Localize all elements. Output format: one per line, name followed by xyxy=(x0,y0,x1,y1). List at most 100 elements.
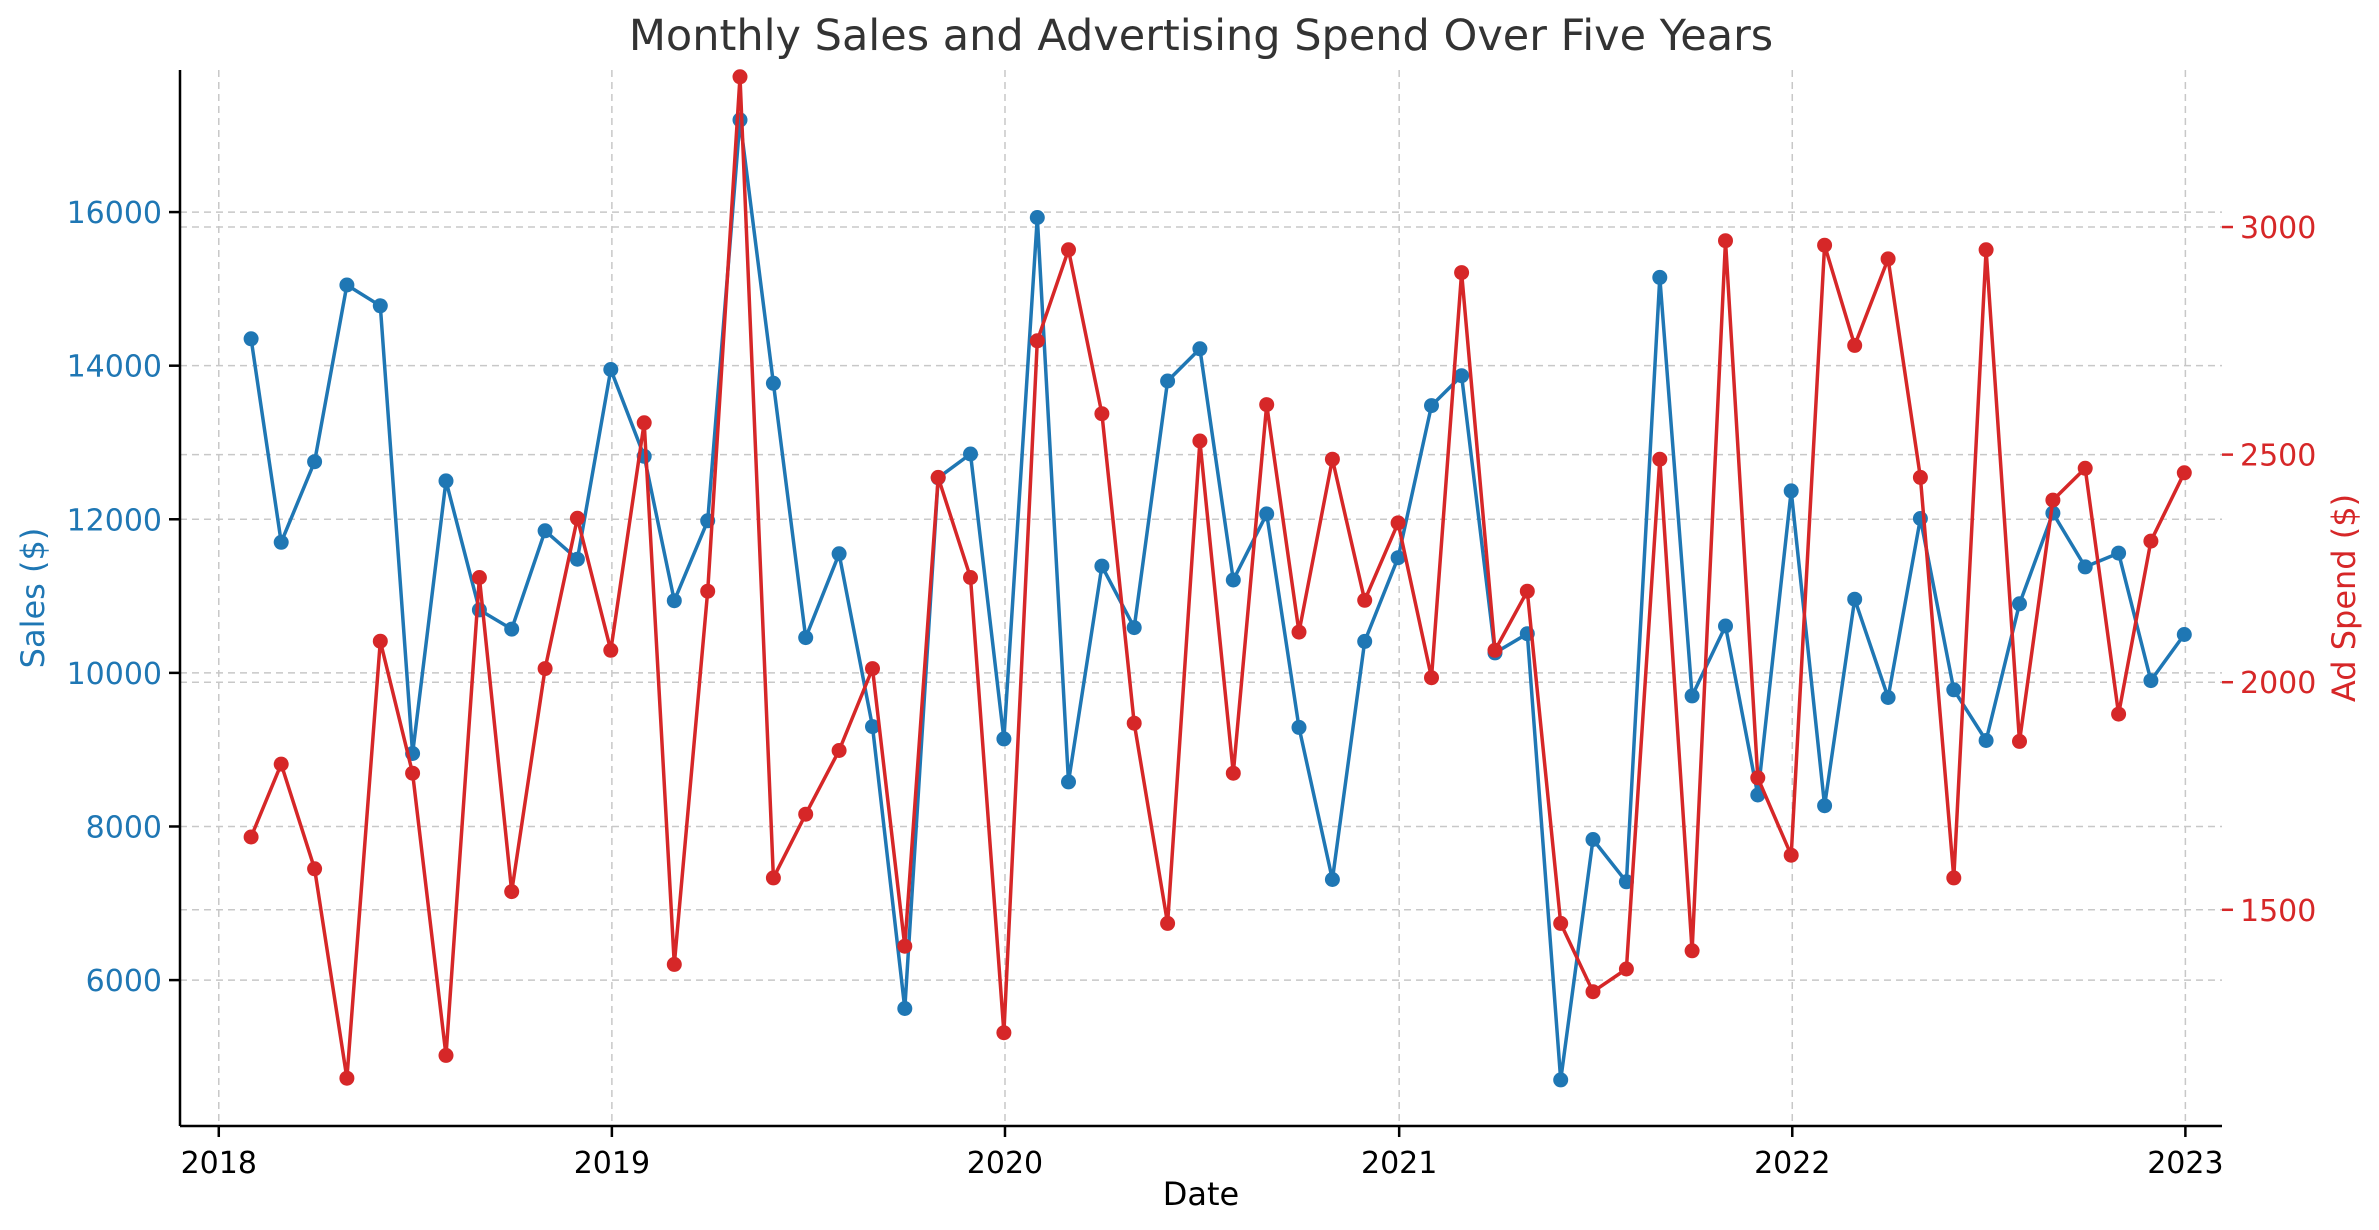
sales-point-2018-02-28 xyxy=(273,534,289,550)
sales-point-2021-05-31 xyxy=(1553,1072,1569,1088)
sales-point-2021-12-31 xyxy=(1783,483,1799,499)
ad-spend-point-2019-05-31 xyxy=(765,870,781,886)
ad-spend-point-2021-05-31 xyxy=(1553,915,1569,931)
ad-spend-point-2018-05-31 xyxy=(372,633,388,649)
ad-spend-point-2022-10-31 xyxy=(2111,706,2127,722)
ad-spend-point-2019-11-30 xyxy=(963,570,978,585)
sales-point-2022-01-31 xyxy=(1817,798,1833,814)
ad-spend-series-line xyxy=(249,75,2186,1080)
x-tick-label-2020: 2020 xyxy=(967,1146,1043,1181)
chart-title: Monthly Sales and Advertising Spend Over… xyxy=(629,11,1773,61)
sales-point-2020-07-31 xyxy=(1225,572,1241,588)
series-lines xyxy=(243,69,2192,1088)
y-right-tick-label-3000: 3000 xyxy=(2240,211,2316,246)
sales-point-2018-09-30 xyxy=(504,621,520,637)
sales-point-2018-10-31 xyxy=(537,523,553,539)
ad-spend-point-2019-01-31 xyxy=(636,415,652,431)
ad-spend-point-2020-04-30 xyxy=(1126,715,1142,731)
sales-point-2022-11-30 xyxy=(2143,673,2159,689)
sales-point-2018-12-31 xyxy=(603,362,619,377)
ad-spend-point-2021-03-31 xyxy=(1487,642,1503,658)
sales-point-2022-02-28 xyxy=(1847,591,1863,607)
x-tick-label-2019: 2019 xyxy=(574,1146,650,1181)
ad-spend-point-2020-10-31 xyxy=(1324,451,1340,467)
sales-point-2020-04-30 xyxy=(1126,620,1142,636)
ad-spend-point-2020-08-31 xyxy=(1259,397,1275,413)
sales-point-2020-02-29 xyxy=(1061,774,1076,790)
ad-spend-point-2020-02-29 xyxy=(1061,242,1076,258)
sales-point-2020-08-31 xyxy=(1259,506,1275,522)
sales-point-2022-06-30 xyxy=(1978,733,1994,748)
y-right-tick-label-2500: 2500 xyxy=(2240,439,2316,474)
ad-spend-point-2019-03-31 xyxy=(700,583,716,599)
sales-point-2020-12-31 xyxy=(1390,550,1406,566)
sales-point-2020-09-30 xyxy=(1291,719,1307,735)
ad-spend-point-2022-09-30 xyxy=(2077,460,2093,476)
sales-point-2021-02-28 xyxy=(1454,368,1470,384)
sales-point-2021-06-30 xyxy=(1585,832,1601,847)
sales-point-2020-10-31 xyxy=(1324,872,1340,887)
right-axis-label: Ad Spend ($) xyxy=(2325,494,2363,702)
sales-point-2018-04-30 xyxy=(339,277,355,293)
ad-spend-point-2020-07-31 xyxy=(1225,765,1241,781)
sales-point-2018-07-31 xyxy=(438,473,454,489)
ad-spend-point-2019-02-28 xyxy=(666,956,682,972)
ad-spend-point-2018-02-28 xyxy=(273,756,289,772)
ad-spend-point-2018-03-31 xyxy=(307,861,323,877)
ad-spend-point-2019-06-30 xyxy=(798,806,814,822)
ad-spend-point-2022-11-30 xyxy=(2143,533,2159,549)
ad-spend-point-2022-03-31 xyxy=(1880,251,1896,267)
ad-spend-point-2022-06-30 xyxy=(1978,242,1994,258)
x-tick-label-2021: 2021 xyxy=(1361,1146,1437,1181)
y-left-tick-label-12000: 12000 xyxy=(67,503,162,538)
ad-spend-point-2020-12-31 xyxy=(1390,515,1406,531)
y-left-tick-label-14000: 14000 xyxy=(67,350,162,385)
sales-point-2022-09-30 xyxy=(2077,559,2093,575)
x-tick-label-2023: 2023 xyxy=(2147,1146,2223,1181)
sales-point-2021-01-31 xyxy=(1424,398,1439,414)
ad-spend-point-2019-07-31 xyxy=(831,743,847,758)
sales-point-2020-06-30 xyxy=(1192,341,1208,357)
ad-spend-point-2018-12-31 xyxy=(603,642,619,658)
sales-point-2020-01-31 xyxy=(1029,210,1045,225)
ad-spend-point-2019-10-31 xyxy=(930,469,946,485)
sales-point-2022-07-31 xyxy=(2012,596,2027,612)
sales-point-2019-08-31 xyxy=(865,719,880,735)
ad-spend-point-2019-12-31 xyxy=(996,1025,1012,1041)
sales-point-2019-11-30 xyxy=(963,446,978,462)
ad-spend-point-2020-05-31 xyxy=(1160,915,1176,931)
ad-spend-point-2022-02-28 xyxy=(1847,337,1863,353)
ad-spend-point-2020-01-31 xyxy=(1029,333,1045,349)
ad-spend-point-2022-07-31 xyxy=(2012,733,2027,749)
sales-point-2020-03-31 xyxy=(1094,558,1110,574)
ad-spend-point-2019-04-30 xyxy=(732,69,748,85)
ad-spend-point-2021-10-31 xyxy=(1718,233,1733,249)
sales-point-2018-03-31 xyxy=(307,454,323,470)
sales-point-2019-07-31 xyxy=(831,546,847,562)
ad-spend-point-2021-12-31 xyxy=(1783,847,1799,863)
ad-spend-point-2020-09-30 xyxy=(1291,624,1307,640)
left-axis-label: Sales ($) xyxy=(14,528,52,669)
sales-point-2018-11-30 xyxy=(569,551,585,567)
x-axis-label: Date xyxy=(1163,1175,1239,1213)
sales-point-2019-09-30 xyxy=(897,1001,913,1016)
sales-point-2022-03-31 xyxy=(1880,690,1896,705)
ad-spend-point-2021-11-30 xyxy=(1750,770,1766,786)
ad-spend-point-2018-07-31 xyxy=(438,1047,454,1063)
ad-spend-point-2022-01-31 xyxy=(1817,237,1833,253)
ad-spend-point-2020-06-30 xyxy=(1192,433,1208,449)
ad-spend-point-2018-08-31 xyxy=(471,570,487,585)
grid-lines xyxy=(180,70,2222,1126)
ad-spend-point-2022-04-30 xyxy=(1912,469,1928,485)
ad-spend-point-2018-04-30 xyxy=(339,1070,355,1086)
sales-point-2022-10-31 xyxy=(2111,545,2127,561)
ad-spend-point-2021-08-31 xyxy=(1652,451,1668,467)
ad-spend-point-2022-08-31 xyxy=(2045,492,2061,508)
sales-point-2019-12-31 xyxy=(996,731,1012,747)
sales-point-2018-05-31 xyxy=(372,298,388,314)
ad-spend-point-2021-09-30 xyxy=(1684,943,1700,959)
axes xyxy=(178,70,2222,1128)
sales-point-2021-10-31 xyxy=(1718,618,1733,634)
ad-spend-point-2018-09-30 xyxy=(504,884,520,900)
